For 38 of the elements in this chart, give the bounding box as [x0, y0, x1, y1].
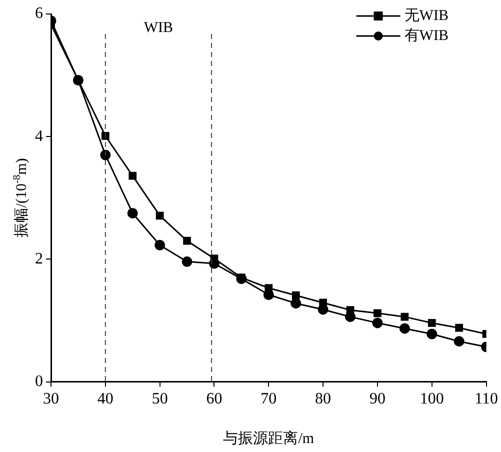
point: [183, 236, 191, 245]
point: [374, 309, 382, 318]
x-tick-label: 80: [315, 390, 332, 408]
point: [428, 319, 436, 327]
y-tick-label: 0: [35, 373, 43, 390]
point: [426, 328, 438, 340]
point: [319, 298, 327, 307]
point: [346, 306, 354, 314]
point: [372, 318, 383, 328]
point: [264, 284, 273, 292]
point: [156, 212, 164, 220]
point: [400, 312, 409, 321]
x-tick-label: 110: [474, 390, 498, 408]
x-tick-label: 30: [43, 390, 59, 408]
point: [454, 336, 464, 347]
point: [455, 324, 464, 332]
x-tick-label: 50: [152, 390, 168, 408]
point: [154, 240, 166, 250]
x-tick-label: 100: [420, 390, 444, 408]
y-tick-label: 6: [35, 5, 43, 22]
x-tick-label: 60: [206, 390, 222, 408]
point: [290, 298, 302, 309]
legend-label: 无WIB: [404, 8, 448, 24]
annotation: WIB: [144, 20, 174, 36]
point: [182, 256, 192, 267]
point: [127, 208, 138, 218]
point: [128, 172, 137, 180]
x-tick-label: 90: [369, 390, 386, 408]
x-tick-label: 70: [260, 390, 277, 408]
y-axis-title: 振幅/(10-8m): [12, 158, 30, 238]
y-tick-label: 4: [35, 128, 43, 145]
y-tick-label: 2: [35, 250, 43, 268]
point: [399, 323, 410, 334]
point: [100, 150, 111, 160]
legend-label: 有WIB: [404, 26, 448, 44]
x-axis-title: 与振源距离/m: [223, 430, 314, 447]
point: [292, 291, 300, 300]
x-tick-label: 40: [97, 390, 114, 408]
